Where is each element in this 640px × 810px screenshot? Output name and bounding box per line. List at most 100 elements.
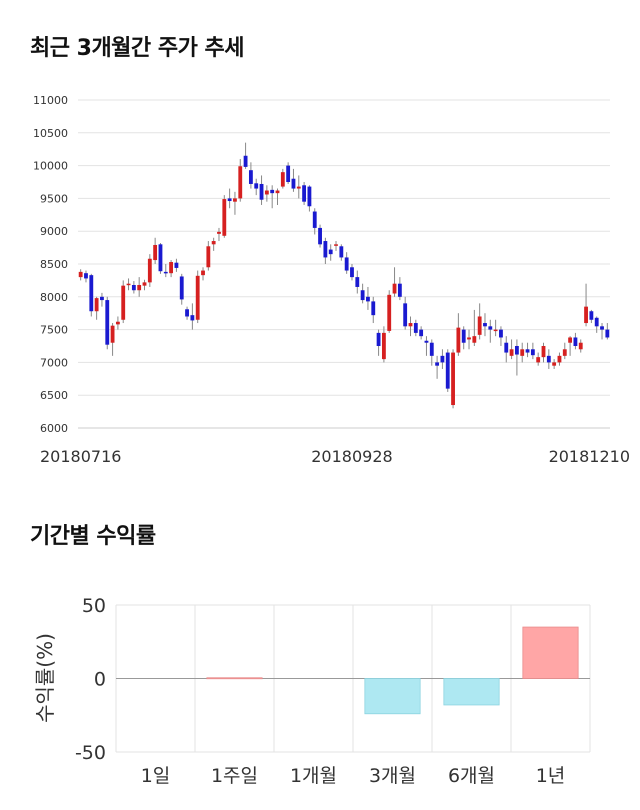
candle-body: [381, 332, 386, 360]
candle: [541, 342, 546, 363]
candle-body: [493, 329, 498, 332]
price-trend-title: 최근 3개월간 주가 추세: [30, 36, 244, 61]
y-tick-label: 10000: [33, 160, 68, 173]
candle: [121, 280, 126, 324]
candle-body: [137, 284, 142, 291]
candle-body: [275, 190, 280, 194]
candle: [413, 319, 418, 337]
candle: [605, 323, 610, 340]
x-tick-label: 1일: [141, 765, 171, 787]
candle: [243, 142, 248, 169]
candle-body: [243, 155, 248, 167]
candle: [552, 359, 557, 369]
candle: [323, 237, 328, 264]
y-tick-label: 7500: [40, 324, 68, 337]
candle-body: [115, 321, 120, 325]
candle-body: [126, 283, 131, 286]
candle-body: [552, 362, 557, 366]
return-bar: [522, 626, 579, 679]
candle: [493, 319, 498, 337]
candle-body: [163, 271, 168, 274]
y-tick-label: -50: [75, 742, 106, 764]
candle: [296, 175, 301, 199]
candle: [344, 252, 349, 274]
candle: [499, 326, 503, 346]
candle-body: [227, 198, 232, 202]
period-returns-title: 기간별 수익률: [30, 524, 156, 549]
candle: [190, 303, 195, 330]
candle-body: [403, 303, 408, 327]
candle: [137, 277, 142, 297]
candle-body: [461, 329, 466, 343]
candle: [318, 224, 322, 248]
candle: [557, 352, 562, 366]
candle-body: [323, 241, 328, 258]
y-tick-label: 9500: [40, 192, 68, 205]
candle: [594, 316, 599, 333]
candle-body: [222, 199, 227, 236]
candle-body: [360, 290, 365, 301]
candle: [169, 260, 174, 278]
y-tick-label: 7000: [40, 356, 68, 369]
candle: [451, 349, 455, 409]
candle: [153, 237, 158, 264]
candle: [467, 329, 471, 350]
candle-body: [131, 284, 136, 291]
candle-body: [280, 172, 285, 187]
candle-body: [318, 227, 322, 245]
candle-body: [514, 346, 519, 355]
candle: [445, 349, 450, 392]
candle-body: [509, 349, 514, 356]
candle: [355, 270, 360, 294]
y-tick-label: 8000: [40, 291, 68, 304]
candle: [424, 336, 429, 356]
candle-body: [84, 273, 88, 279]
candle-body: [211, 241, 216, 245]
x-tick-label: 6개월: [448, 765, 495, 787]
candle-body: [504, 342, 509, 353]
candle: [562, 342, 567, 360]
candle: [584, 283, 588, 327]
price-trend-chart: 6000 6500 7000 7500 8000 8500 9000 9500 10000 105…: [33, 94, 630, 466]
candle-body: [350, 267, 354, 278]
candle-body: [472, 336, 477, 343]
candle-body: [568, 337, 573, 343]
candle: [408, 316, 413, 337]
candle: [573, 332, 578, 350]
candle: [291, 168, 296, 192]
candle: [185, 306, 189, 320]
candle: [568, 336, 573, 356]
candle: [477, 303, 482, 340]
candle-body: [233, 198, 237, 202]
x-tick-label: 20180716: [40, 447, 121, 466]
candle: [419, 326, 424, 340]
candle: [546, 349, 551, 369]
candle-body: [408, 323, 413, 327]
candle: [163, 264, 168, 278]
candle-body: [307, 186, 312, 207]
candle: [589, 309, 594, 324]
y-tick-label: 50: [82, 595, 106, 617]
candle-body: [456, 327, 461, 353]
x-tick-label: 20180928: [311, 447, 392, 466]
candle: [488, 319, 493, 343]
candle: [312, 208, 317, 235]
candle-body: [195, 275, 200, 320]
candle: [456, 313, 461, 356]
candle: [530, 342, 535, 360]
candle: [472, 309, 477, 346]
candle: [302, 182, 307, 205]
candle: [264, 185, 269, 202]
candle: [371, 296, 376, 324]
candle: [259, 175, 264, 205]
candle-body: [392, 283, 397, 294]
candle-body: [413, 323, 418, 333]
candle-body: [578, 342, 583, 350]
candle: [600, 323, 604, 340]
candle-body: [440, 355, 445, 363]
candle: [392, 267, 397, 297]
candle: [110, 323, 115, 356]
candle: [536, 352, 541, 366]
candle-body: [259, 183, 264, 200]
candle: [504, 336, 509, 363]
